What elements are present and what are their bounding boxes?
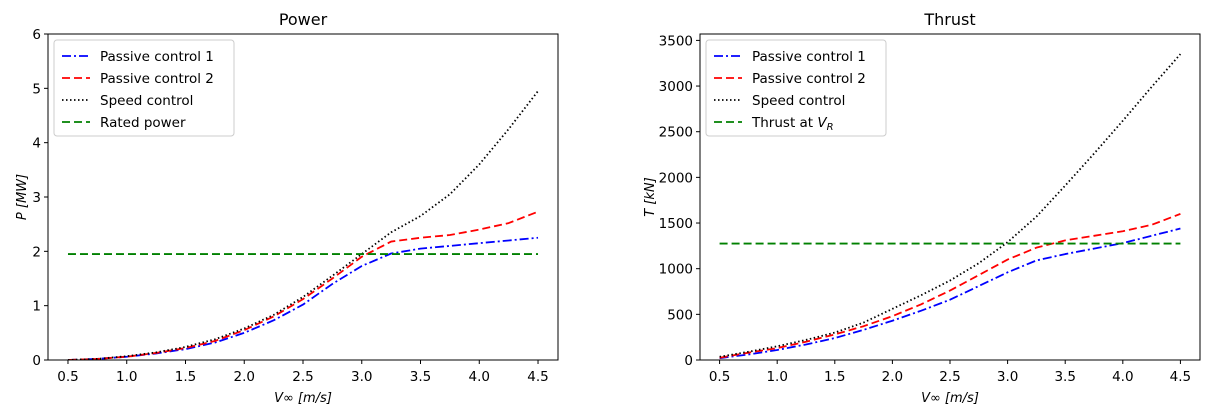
legend-label-3: Speed control — [100, 93, 193, 109]
x-tick-label: 1.5 — [175, 369, 196, 385]
series-group — [67, 90, 539, 360]
x-tick-label: 1.5 — [824, 369, 845, 385]
y-tick-label: 2500 — [659, 125, 693, 141]
x-tick-label: 4.5 — [1170, 369, 1191, 385]
x-tick-label: 2.0 — [234, 369, 255, 385]
x-tick-label: 0.5 — [709, 369, 730, 385]
y-tick-label: 4 — [32, 136, 41, 152]
power-chart: Power 0.5 1.0 1.5 2.0 2.5 3.0 3.5 4.0 4.5 0 1 2 3 4 5 6 V… — [15, 10, 559, 406]
x-axis-label: V∞ [m/s] — [921, 391, 979, 406]
y-tick-label: 2 — [32, 244, 41, 260]
series-line-2 — [719, 213, 1181, 359]
x-tick-label: 3.0 — [351, 369, 372, 385]
x-tick-label: 2.5 — [292, 369, 313, 385]
x-tick-label: 2.0 — [882, 369, 903, 385]
y-tick-label: 3 — [32, 190, 41, 206]
x-tick-label: 1.0 — [116, 369, 137, 385]
legend-label-2: Passive control 2 — [100, 71, 214, 87]
legend-box — [53, 39, 235, 137]
y-tick-label: 2000 — [659, 170, 693, 186]
y-tick-label: 5 — [32, 81, 41, 97]
x-tick-label: 3.0 — [997, 369, 1018, 385]
legend-label-3: Speed control — [752, 93, 845, 109]
legend-label-4: Thrust at VR — [751, 115, 834, 133]
series-group — [719, 53, 1182, 360]
x-tick-label: 1.0 — [766, 369, 787, 385]
x-axis-label: V∞ [m/s] — [274, 391, 332, 406]
series-line-1 — [719, 227, 1181, 360]
series-line-2 — [67, 210, 539, 360]
chart-title: Thrust — [923, 10, 975, 29]
y-tick-label: 0 — [684, 353, 693, 369]
y-tick-label: 6 — [32, 27, 41, 43]
x-tick-label: 0.5 — [57, 369, 78, 385]
y-tick-label: 1 — [32, 299, 41, 315]
x-tick-label: 2.5 — [939, 369, 960, 385]
x-tick-label: 3.5 — [1054, 369, 1075, 385]
legend-box — [705, 39, 887, 137]
y-axis-label: T [kN] — [643, 177, 658, 216]
legend-label-2: Passive control 2 — [752, 71, 866, 87]
x-tick-label: 3.5 — [410, 369, 431, 385]
y-tick-label: 3000 — [659, 79, 693, 95]
y-tick-label: 500 — [667, 307, 693, 323]
x-tick-label: 4.5 — [527, 369, 548, 385]
x-tick-label: 4.0 — [469, 369, 490, 385]
y-tick-label: 3500 — [659, 33, 693, 49]
series-line-3 — [67, 90, 539, 360]
y-tick-label: 1500 — [659, 216, 693, 232]
legend-label-1: Passive control 1 — [100, 49, 214, 65]
y-axis-label: P [MW] — [15, 174, 30, 220]
legend: Passive control 1 Passive control 2 Speed … — [705, 39, 887, 137]
legend: Passive control 1 Passive control 2 Speed … — [53, 39, 235, 137]
series-line-1 — [67, 236, 539, 360]
thrust-chart: Thrust 0.5 1.0 1.5 2.0 2.5 3.0 3.5 4.0 4.5 0 500 100… — [643, 10, 1201, 406]
y-tick-label: 0 — [32, 353, 41, 369]
legend-label-4: Rated power — [100, 115, 186, 131]
x-tick-label: 4.0 — [1112, 369, 1133, 385]
legend-label-1: Passive control 1 — [752, 49, 866, 65]
series-line-3 — [719, 53, 1182, 358]
chart-title: Power — [279, 10, 328, 29]
y-tick-label: 1000 — [659, 262, 693, 278]
